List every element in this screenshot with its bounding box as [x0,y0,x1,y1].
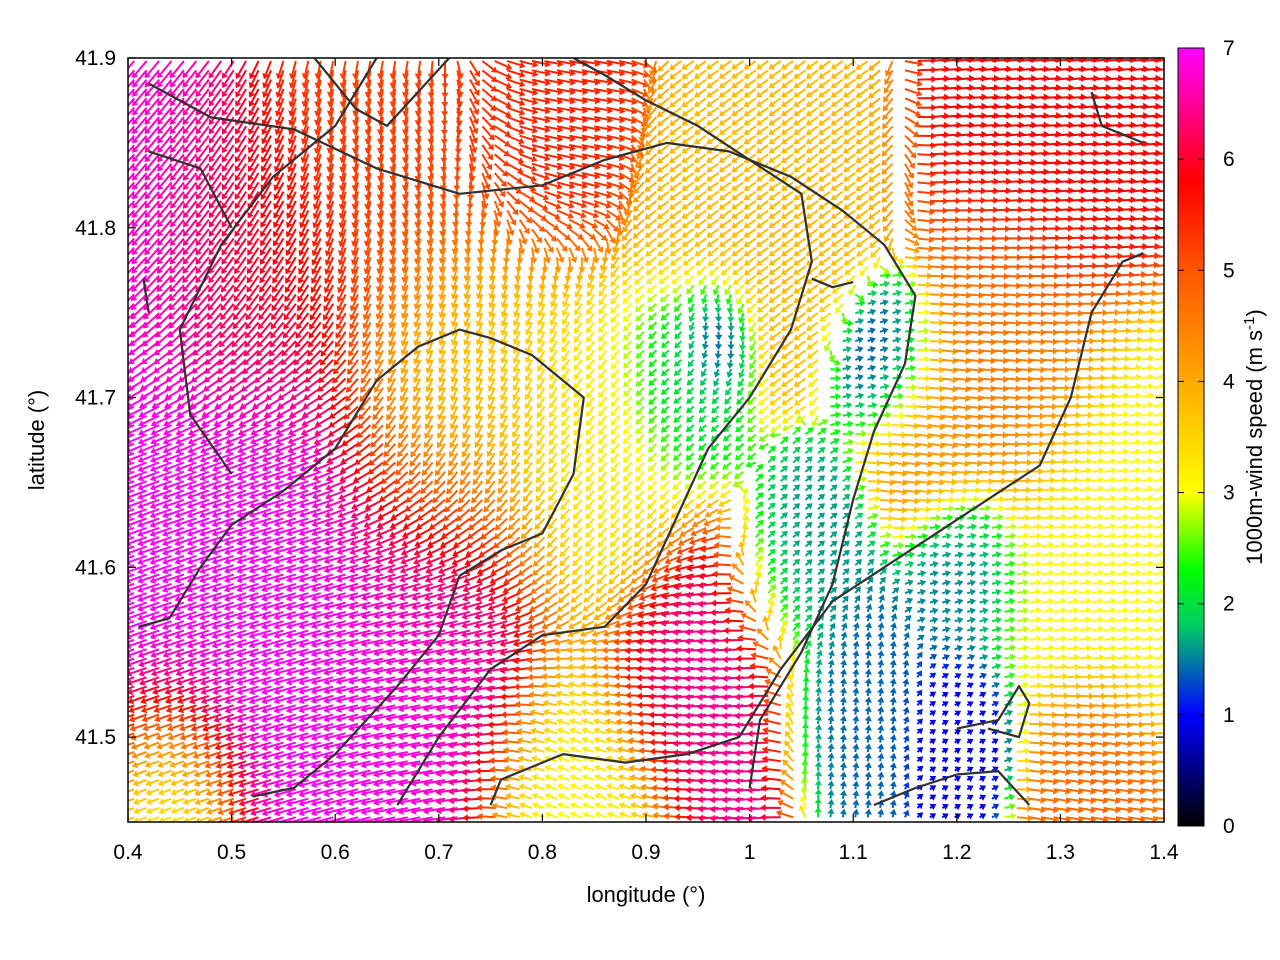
wind-vector-chart: 0.4 0.5 0.6 0.7 0.8 0.9 1 1.1 1.2 1.3 1.4 41.541.6… [0,0,1280,960]
